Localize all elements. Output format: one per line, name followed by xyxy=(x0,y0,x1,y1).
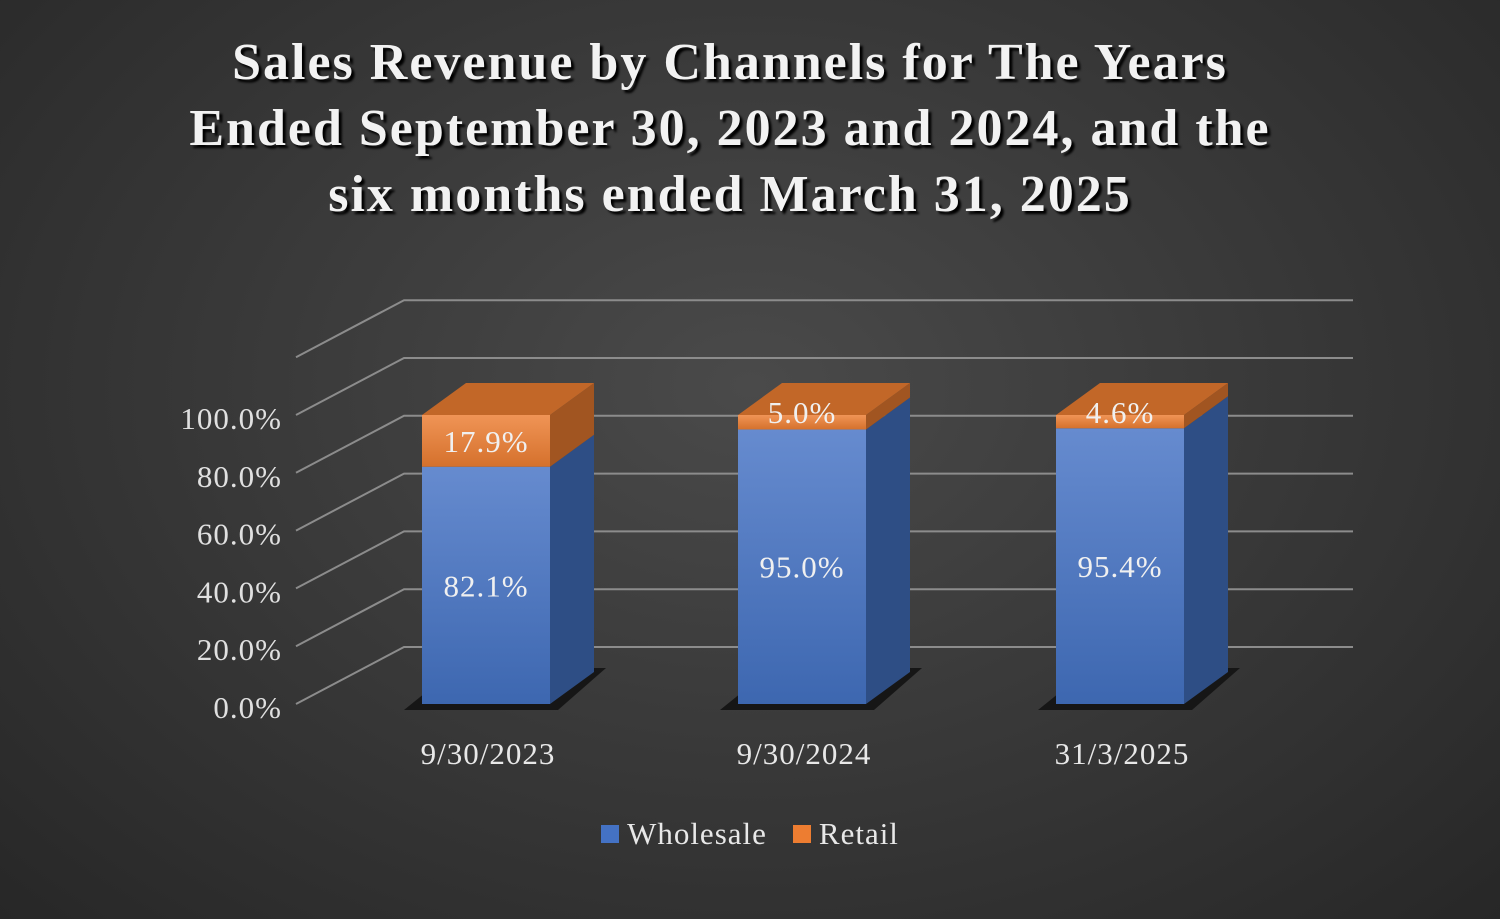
bar-segment-retail xyxy=(422,415,550,467)
data-label: 4.6% xyxy=(1086,395,1155,430)
data-label: 95.4% xyxy=(1077,549,1162,584)
legend: Wholesale Retail xyxy=(0,816,1500,852)
gridline xyxy=(295,472,1353,532)
bar-segment-retail xyxy=(738,415,866,430)
legend-item-retail: Retail xyxy=(792,816,899,852)
bar-side-wholesale xyxy=(866,397,910,704)
legend-item-wholesale: Wholesale xyxy=(601,816,767,852)
y-tick-label: 60.0% xyxy=(197,517,282,552)
bar-top-retail xyxy=(1056,383,1228,415)
legend-swatch-wholesale xyxy=(601,825,620,843)
x-tick-label: 31/3/2025 xyxy=(1055,736,1190,771)
gridline xyxy=(295,530,1353,590)
bar-segment-wholesale xyxy=(738,429,866,704)
bar-side-wholesale xyxy=(1184,396,1228,704)
bar-top-retail xyxy=(422,383,594,415)
y-tick-label: 80.0% xyxy=(197,459,282,494)
gridline xyxy=(295,646,1353,705)
bar-top-retail xyxy=(738,383,910,415)
bar-segment-retail xyxy=(1056,415,1184,429)
data-label: 5.0% xyxy=(768,395,837,430)
x-tick-label: 9/30/2023 xyxy=(421,736,556,771)
gridline xyxy=(295,299,1353,359)
legend-label-retail: Retail xyxy=(818,816,899,851)
bar-segment-wholesale xyxy=(1056,428,1184,704)
bar-side-wholesale xyxy=(550,434,594,704)
bar-side-retail xyxy=(866,383,910,430)
gridline xyxy=(295,588,1353,648)
data-label: 17.9% xyxy=(443,424,528,459)
x-tick-label: 9/30/2024 xyxy=(737,736,872,771)
bar-side-retail xyxy=(1184,383,1228,429)
gridline xyxy=(295,414,1353,474)
y-tick-label: 40.0% xyxy=(197,574,282,609)
legend-swatch-retail xyxy=(792,825,811,843)
bar-segment-wholesale xyxy=(422,466,550,704)
y-tick-label: 0.0% xyxy=(213,690,282,725)
data-label: 82.1% xyxy=(443,568,528,603)
bar-side-retail xyxy=(550,383,594,467)
chart-title: Sales Revenue by Channels for The Years … xyxy=(189,34,1271,223)
legend-label-wholesale: Wholesale xyxy=(627,816,767,851)
y-tick-label: 100.0% xyxy=(180,401,282,436)
y-tick-label: 20.0% xyxy=(197,632,282,667)
gridline xyxy=(295,357,1353,416)
data-label: 95.0% xyxy=(759,550,844,585)
